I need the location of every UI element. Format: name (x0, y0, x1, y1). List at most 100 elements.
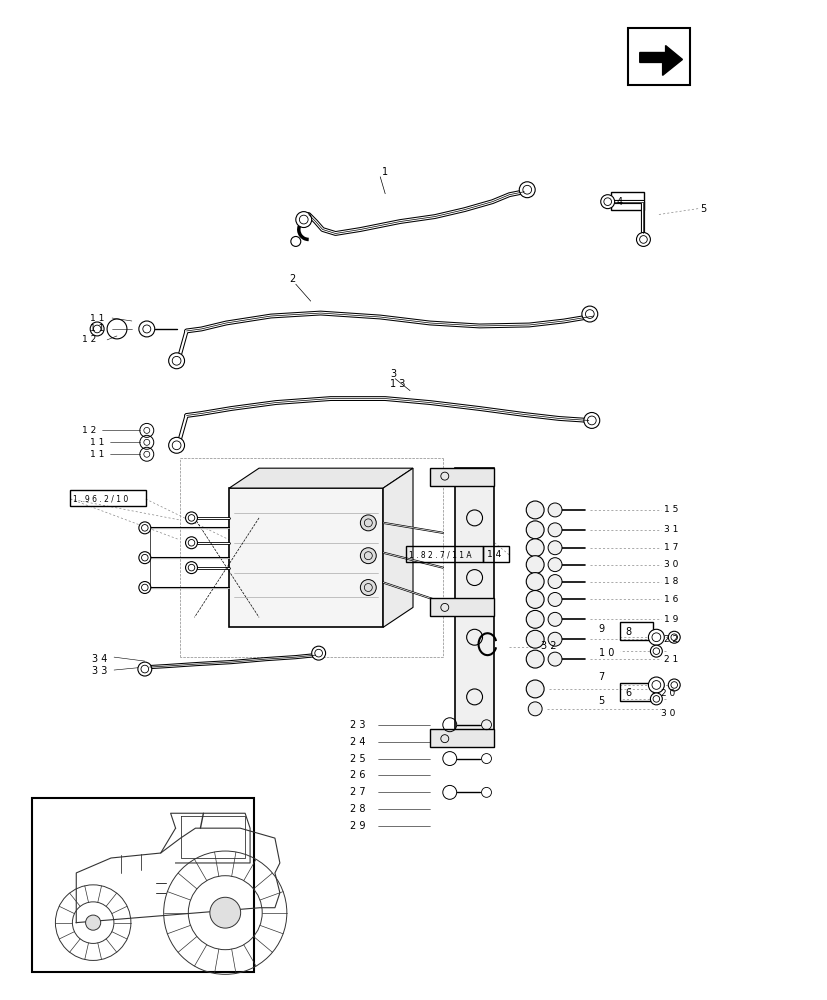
Text: 2 5: 2 5 (350, 754, 366, 764)
Text: 1 1: 1 1 (90, 438, 104, 447)
Text: 1 7: 1 7 (663, 543, 677, 552)
Bar (429, 598, 494, 616)
Circle shape (547, 575, 562, 589)
Circle shape (526, 556, 543, 574)
Circle shape (188, 515, 194, 521)
Circle shape (581, 306, 597, 322)
Text: 1 4: 1 4 (486, 550, 501, 559)
Circle shape (547, 632, 562, 646)
Text: 1 2: 1 2 (82, 335, 97, 344)
Text: 3 2: 3 2 (541, 641, 556, 651)
Bar (405, 546, 483, 562)
Circle shape (141, 525, 148, 531)
Circle shape (650, 693, 662, 705)
Circle shape (547, 541, 562, 555)
Text: 1: 1 (382, 167, 388, 177)
Circle shape (547, 652, 562, 666)
Text: 5: 5 (598, 696, 604, 706)
Circle shape (547, 558, 562, 572)
Circle shape (311, 646, 325, 660)
Text: 1 1: 1 1 (90, 450, 104, 459)
Bar (619, 683, 653, 701)
Circle shape (526, 521, 543, 539)
Circle shape (139, 522, 151, 534)
Circle shape (526, 630, 543, 648)
Circle shape (648, 677, 663, 693)
Text: 1 1: 1 1 (90, 324, 104, 333)
Circle shape (90, 322, 104, 336)
Circle shape (526, 610, 543, 628)
Circle shape (586, 416, 595, 425)
Circle shape (172, 356, 181, 365)
Bar (483, 546, 509, 562)
Circle shape (650, 645, 662, 657)
Text: 1 1: 1 1 (90, 314, 104, 323)
Bar (70, 490, 146, 506)
Circle shape (526, 501, 543, 519)
Circle shape (188, 564, 194, 571)
Circle shape (169, 437, 184, 453)
Circle shape (585, 310, 594, 318)
Text: 1 9: 1 9 (663, 615, 677, 624)
Bar (429, 729, 494, 747)
Polygon shape (383, 468, 413, 627)
Circle shape (209, 897, 241, 928)
Text: 2 4: 2 4 (350, 737, 366, 747)
Circle shape (603, 198, 611, 205)
Text: 2 9: 2 9 (350, 821, 366, 831)
Circle shape (670, 634, 676, 641)
Text: 3 0: 3 0 (660, 709, 674, 718)
Circle shape (141, 665, 149, 673)
Circle shape (547, 592, 562, 606)
Text: 6: 6 (624, 688, 631, 698)
Text: 3 4: 3 4 (92, 654, 108, 664)
Circle shape (138, 662, 151, 676)
Circle shape (360, 515, 375, 531)
Circle shape (141, 554, 148, 561)
Circle shape (636, 232, 650, 246)
Text: 2 3: 2 3 (350, 720, 366, 730)
Circle shape (522, 185, 531, 194)
Circle shape (651, 681, 660, 689)
Text: 7: 7 (598, 672, 604, 682)
Circle shape (526, 650, 543, 668)
Circle shape (648, 629, 663, 645)
Circle shape (519, 182, 534, 198)
Text: 1 2: 1 2 (82, 426, 97, 435)
Circle shape (139, 552, 151, 564)
Circle shape (85, 915, 101, 930)
Text: 9: 9 (598, 624, 604, 634)
Circle shape (188, 539, 194, 546)
Circle shape (299, 215, 308, 224)
Text: 2 0: 2 0 (660, 689, 674, 698)
Circle shape (526, 573, 543, 590)
Circle shape (141, 584, 148, 591)
Text: 5: 5 (699, 204, 705, 214)
Text: 1 6: 1 6 (663, 595, 677, 604)
Circle shape (651, 633, 660, 642)
Circle shape (290, 236, 300, 246)
Circle shape (526, 680, 543, 698)
Circle shape (169, 353, 184, 369)
Text: 1 8: 1 8 (663, 577, 677, 586)
Circle shape (653, 648, 659, 654)
Bar (627, 28, 689, 85)
Circle shape (139, 582, 151, 593)
Circle shape (360, 580, 375, 595)
Bar (229, 488, 383, 627)
Circle shape (547, 523, 562, 537)
Circle shape (526, 590, 543, 608)
Circle shape (667, 631, 679, 643)
Circle shape (295, 212, 311, 228)
Polygon shape (229, 468, 413, 488)
Circle shape (547, 503, 562, 517)
Bar (619, 622, 653, 640)
Text: 3 0: 3 0 (663, 560, 677, 569)
Circle shape (185, 512, 197, 524)
Polygon shape (639, 46, 681, 75)
Bar (429, 468, 494, 486)
Circle shape (667, 679, 679, 691)
Text: 2: 2 (289, 274, 294, 284)
Text: 1 . 9 6 . 2 / 1 0: 1 . 9 6 . 2 / 1 0 (73, 495, 128, 504)
Text: 3: 3 (390, 369, 396, 379)
